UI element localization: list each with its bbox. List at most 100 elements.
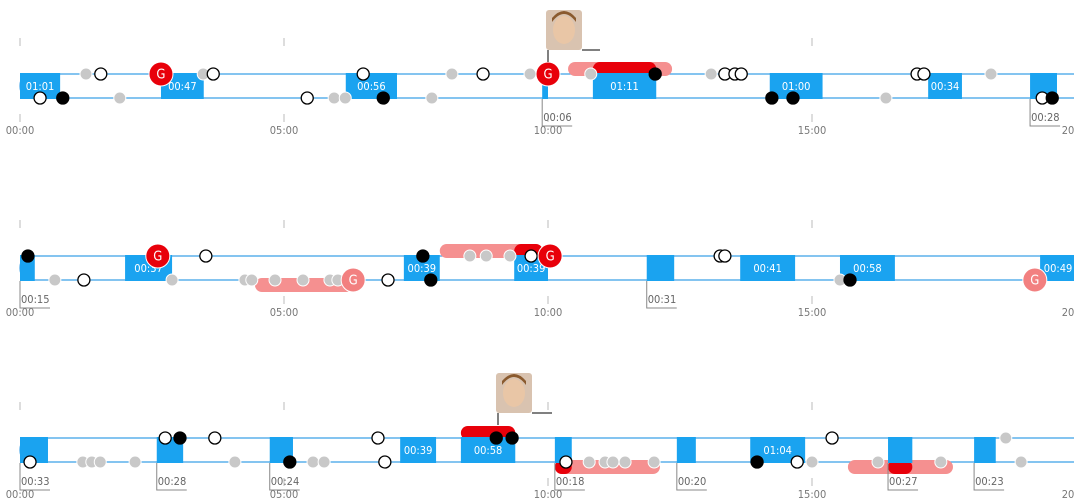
event-marker <box>93 455 107 469</box>
tick-label: 20:00 <box>1062 488 1074 501</box>
event-marker <box>523 67 537 81</box>
goal-label: G <box>546 250 555 265</box>
event-marker <box>524 249 538 263</box>
event-marker <box>718 249 732 263</box>
duration-bracket <box>269 463 300 491</box>
event-marker <box>381 273 395 287</box>
goal-label: G <box>349 274 358 289</box>
duration-bracket <box>676 463 707 491</box>
event-marker <box>750 455 764 469</box>
tick-label: 10:00 <box>534 124 563 137</box>
duration-bracket <box>156 463 187 491</box>
shift-duration: 00:39 <box>404 444 433 457</box>
shift-duration: 00:15 <box>21 293 50 306</box>
goal-label: G <box>156 68 165 83</box>
shift-block <box>888 437 913 463</box>
tick-label: 15:00 <box>798 488 827 501</box>
event-marker <box>300 91 314 105</box>
event-marker <box>228 455 242 469</box>
goal-marker <box>148 61 174 87</box>
shift-duration: 01:11 <box>610 80 639 93</box>
event-marker <box>306 455 320 469</box>
shift-duration: 00:24 <box>271 475 300 488</box>
penalty-bar <box>888 460 913 474</box>
shift-duration: 00:58 <box>474 444 503 457</box>
event-marker <box>113 91 127 105</box>
player-avatar <box>546 10 600 62</box>
event-marker <box>704 67 718 81</box>
tick-label: 10:00 <box>534 306 563 319</box>
event-marker <box>790 455 804 469</box>
shift-duration: 00:18 <box>556 475 585 488</box>
event-marker <box>559 455 573 469</box>
period: 00:0005:0010:0015:0020:0000:1500:3700:39… <box>6 220 1074 319</box>
event-marker <box>934 455 948 469</box>
event-marker <box>206 67 220 81</box>
event-marker <box>606 455 620 469</box>
event-marker <box>584 67 598 81</box>
shift-block <box>400 437 437 463</box>
event-marker <box>378 455 392 469</box>
event-marker <box>283 455 297 469</box>
event-marker <box>158 431 172 445</box>
tick-label: 00:00 <box>6 488 35 501</box>
tick-label: 10:00 <box>534 488 563 501</box>
shift-duration: 00:34 <box>931 80 960 93</box>
period: 00:00 05:00 10:00 15:00 20:00 00:33 00:28 00:24… <box>6 402 1074 501</box>
event-marker <box>805 455 819 469</box>
duration-bracket <box>541 99 573 127</box>
event-marker <box>582 455 596 469</box>
event-marker <box>94 67 108 81</box>
event-marker <box>128 455 142 469</box>
event-marker <box>338 91 352 105</box>
event-marker <box>371 431 385 445</box>
event-marker <box>77 273 91 287</box>
shift-duration: 00:23 <box>975 475 1004 488</box>
goal-label: G <box>153 250 162 265</box>
shift-duration: 00:31 <box>648 293 677 306</box>
event-marker <box>786 91 800 105</box>
tick-label: 15:00 <box>798 124 827 137</box>
shift-duration: 00:33 <box>21 475 50 488</box>
shift-duration: 00:39 <box>408 262 437 275</box>
duration-bracket <box>1029 99 1061 127</box>
event-marker <box>268 273 282 287</box>
goal-marker <box>1022 267 1048 293</box>
event-marker <box>1014 455 1028 469</box>
goal-marker <box>537 243 563 269</box>
event-marker <box>476 67 490 81</box>
duration-bracket <box>19 281 50 309</box>
duration-bracket <box>973 463 1005 491</box>
event-marker <box>21 249 35 263</box>
event-marker <box>871 455 885 469</box>
shift-duration: 00:56 <box>357 80 386 93</box>
duration-bracket <box>554 463 585 491</box>
shift-block <box>676 437 696 463</box>
goal-label: G <box>543 68 552 83</box>
event-marker <box>376 91 390 105</box>
event-marker <box>23 455 37 469</box>
tick-label: 05:00 <box>270 306 299 319</box>
shift-duration: 00:39 <box>517 262 546 275</box>
event-marker <box>416 249 430 263</box>
period: 00:00 05:00 10:00 15:00 20:00 01:01 00:47 00:56… <box>6 38 1074 137</box>
event-marker <box>647 455 661 469</box>
tick-label: 20:00 <box>1062 124 1074 137</box>
event-marker <box>327 91 341 105</box>
event-marker <box>505 431 519 445</box>
event-marker <box>879 91 893 105</box>
shift-block <box>592 73 657 99</box>
event-marker <box>917 67 931 81</box>
tick-label: 00:00 <box>6 306 35 319</box>
goal-label: G <box>1030 274 1039 289</box>
event-marker <box>79 67 93 81</box>
event-marker <box>445 67 459 81</box>
event-marker <box>489 431 503 445</box>
duration-bracket <box>19 463 50 491</box>
event-marker <box>984 67 998 81</box>
event-marker <box>33 91 47 105</box>
event-marker <box>425 91 439 105</box>
goal-marker <box>340 267 366 293</box>
event-marker <box>317 455 331 469</box>
